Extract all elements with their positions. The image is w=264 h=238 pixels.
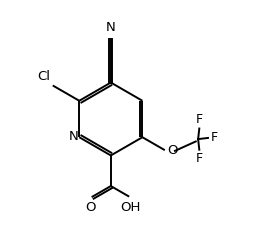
Text: O: O [168, 144, 178, 157]
Text: F: F [211, 131, 218, 144]
Text: O: O [85, 201, 95, 214]
Text: N: N [69, 129, 79, 143]
Text: Cl: Cl [37, 70, 50, 83]
Text: OH: OH [120, 201, 140, 214]
Text: N: N [106, 21, 116, 34]
Text: F: F [196, 152, 203, 165]
Text: F: F [196, 113, 203, 126]
